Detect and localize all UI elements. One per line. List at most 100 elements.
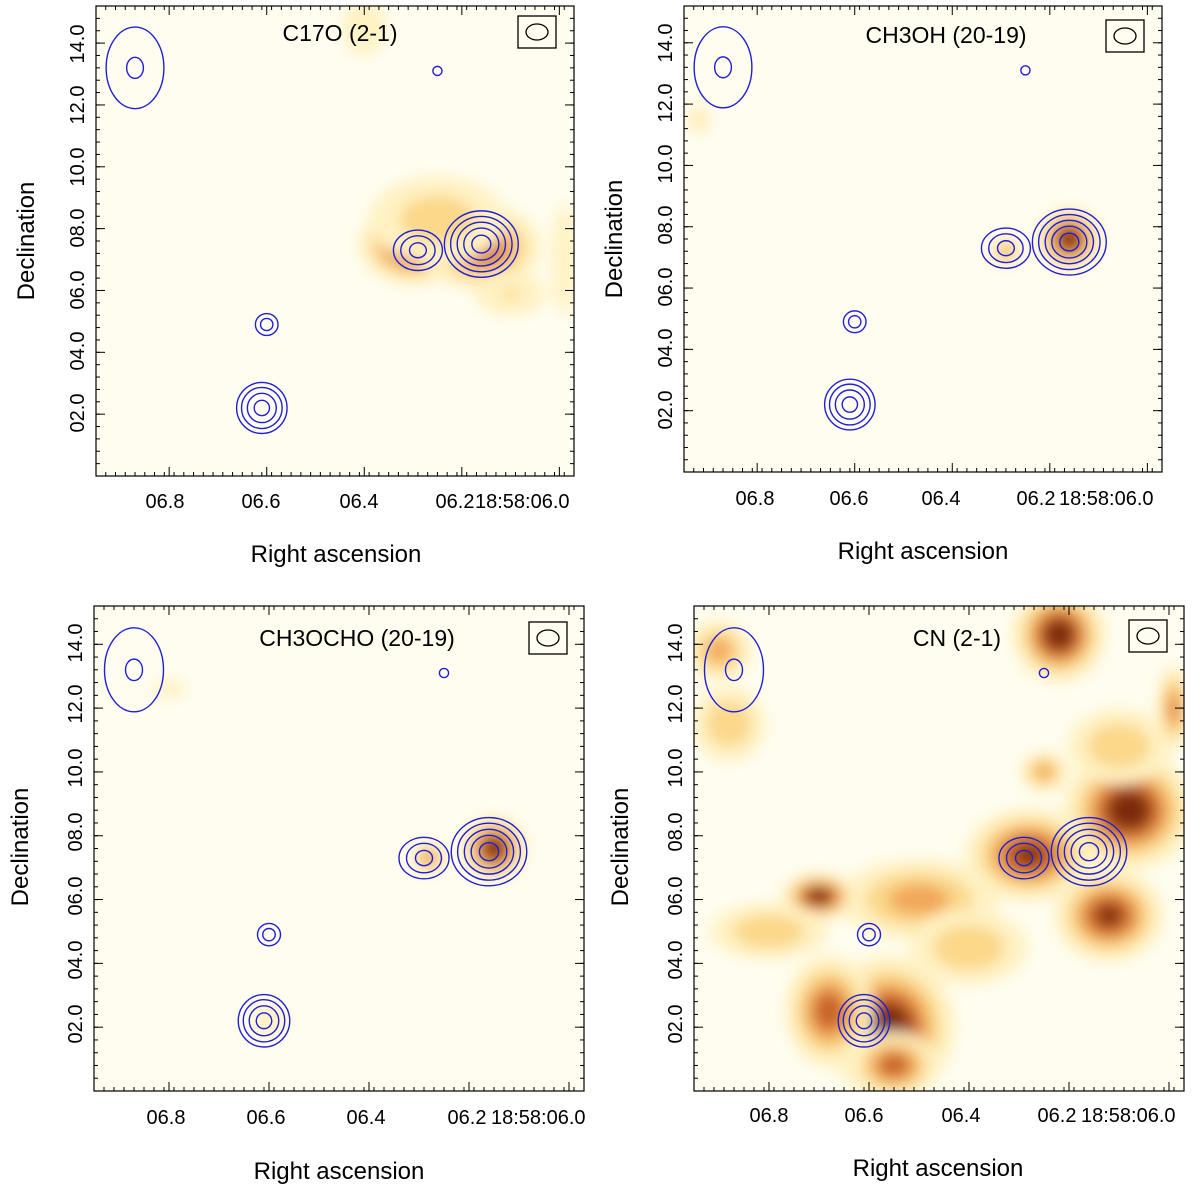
contour-source-mid <box>847 315 862 329</box>
contour-main-east <box>400 235 436 266</box>
x-tick-label: 18:58:06.0 <box>491 1107 586 1129</box>
contour-main-west <box>456 221 507 267</box>
x-tick-label: 06.8 <box>736 488 775 510</box>
contour-main-west <box>1056 822 1122 881</box>
emission-blob <box>399 195 476 244</box>
y-tick-label: 02.0 <box>665 1005 687 1044</box>
emission-blob <box>342 6 387 56</box>
heatmap-image <box>96 6 574 476</box>
emission-blob <box>878 1053 910 1078</box>
y-tick-labels: 02.0 04.0 06.0 08.0 10.0 12.0 14.0 <box>665 624 687 1044</box>
y-tick-label: 08.0 <box>665 813 687 852</box>
x-tick-label: 06.4 <box>922 488 961 510</box>
contour-main-west <box>463 828 515 875</box>
contour-source-south <box>837 993 891 1048</box>
x-tick-label: 06.4 <box>347 1107 386 1129</box>
emission-blob <box>806 888 832 905</box>
contour-source-south <box>246 392 278 424</box>
ticks <box>93 606 584 1091</box>
beam-marker <box>1128 619 1168 653</box>
emission-blob <box>813 991 845 1031</box>
contour-main-west <box>1063 828 1115 875</box>
contour-layer <box>103 627 528 1048</box>
heatmap-image <box>94 606 584 1091</box>
contour-main-west <box>463 227 500 261</box>
emission-blob <box>1059 228 1080 250</box>
beam-ellipse <box>1113 27 1137 45</box>
x-tick-labels: 06.8 06.6 06.4 06.2 18:58:06.0 <box>736 488 1154 510</box>
contour-source-nw <box>693 26 753 109</box>
contour-source-nw <box>724 658 744 682</box>
contour-source-nw <box>105 26 165 110</box>
x-tick-label: 18:58:06.0 <box>475 491 570 513</box>
x-tick-label: 06.2 <box>436 491 475 513</box>
contour-source-south <box>253 399 271 417</box>
beam-ellipse <box>1136 627 1160 645</box>
panel-title: CH3OH (20-19) <box>865 22 1026 48</box>
beam-box <box>528 621 568 655</box>
contour-source-south <box>240 386 283 430</box>
contour-main-east <box>414 849 434 867</box>
y-axis-label: Declination <box>607 788 634 907</box>
y-tick-label: 06.0 <box>665 877 687 916</box>
emission-blob <box>706 639 732 663</box>
contour-main-west <box>471 234 492 254</box>
emission-blob <box>483 837 505 860</box>
contour-source-nw <box>125 56 145 80</box>
contour-main-west <box>456 822 522 881</box>
x-tick-labels: 06.8 06.6 06.4 06.2 18:58:06.0 <box>146 491 570 513</box>
contour-source-mid <box>262 927 276 942</box>
y-tick-label: 12.0 <box>65 685 87 724</box>
contour-source-south <box>842 998 886 1043</box>
y-tick-label: 14.0 <box>65 624 87 663</box>
beam-box <box>1128 619 1168 653</box>
emission-blob <box>1087 723 1151 770</box>
contour-layer <box>105 26 519 435</box>
contour-source-south <box>848 1005 880 1037</box>
contour-source-nw <box>713 56 733 79</box>
contour-source-nw <box>124 658 144 682</box>
beam-marker <box>1105 19 1145 53</box>
y-tick-label: 14.0 <box>665 624 687 663</box>
x-tick-label: 18:58:06.0 <box>1059 488 1154 510</box>
emission-blob <box>732 914 806 949</box>
x-tick-label: 06.8 <box>147 1107 186 1129</box>
emission-blob <box>706 701 752 748</box>
contour-source-small <box>1020 65 1031 76</box>
contour-layer <box>703 627 1128 1048</box>
panel-title: CH3OCHO (20-19) <box>259 625 455 651</box>
y-tick-label: 08.0 <box>65 813 87 852</box>
contour-main-east <box>998 836 1050 880</box>
contour-main-west <box>449 215 513 273</box>
x-axis-label: Right ascension <box>254 1158 425 1185</box>
contour-main-west <box>1070 834 1108 869</box>
contour-main-east <box>398 836 450 880</box>
contour-main-east <box>1005 842 1043 874</box>
panel-title: C17O (2-1) <box>282 20 397 46</box>
contour-source-south <box>255 1012 273 1030</box>
y-tick-label: 12.0 <box>67 86 89 125</box>
emission-blob <box>425 855 433 862</box>
y-axis-label: Declination <box>13 182 40 301</box>
y-tick-label: 06.0 <box>67 271 89 310</box>
y-tick-label: 04.0 <box>655 329 677 368</box>
contour-source-nw <box>703 627 765 713</box>
ticks <box>693 606 1184 1091</box>
x-tick-label: 06.6 <box>830 488 869 510</box>
contour-source-south <box>841 396 859 413</box>
beam-ellipse <box>536 629 560 647</box>
y-tick-label: 10.0 <box>67 148 89 187</box>
y-tick-label: 10.0 <box>665 749 687 788</box>
contour-source-mid <box>256 922 282 947</box>
contour-source-mid <box>856 922 882 947</box>
contour-main-west <box>1059 232 1080 252</box>
contour-main-east <box>988 233 1024 264</box>
emission-blob <box>1097 905 1121 926</box>
emission-blob <box>1000 245 1012 257</box>
contour-main-west <box>478 841 500 862</box>
x-tick-label: 06.2 <box>1038 1105 1077 1127</box>
contour-main-east <box>405 842 443 874</box>
contour-main-west <box>1051 225 1088 259</box>
contour-source-mid <box>259 317 274 332</box>
contour-source-south <box>828 383 871 426</box>
